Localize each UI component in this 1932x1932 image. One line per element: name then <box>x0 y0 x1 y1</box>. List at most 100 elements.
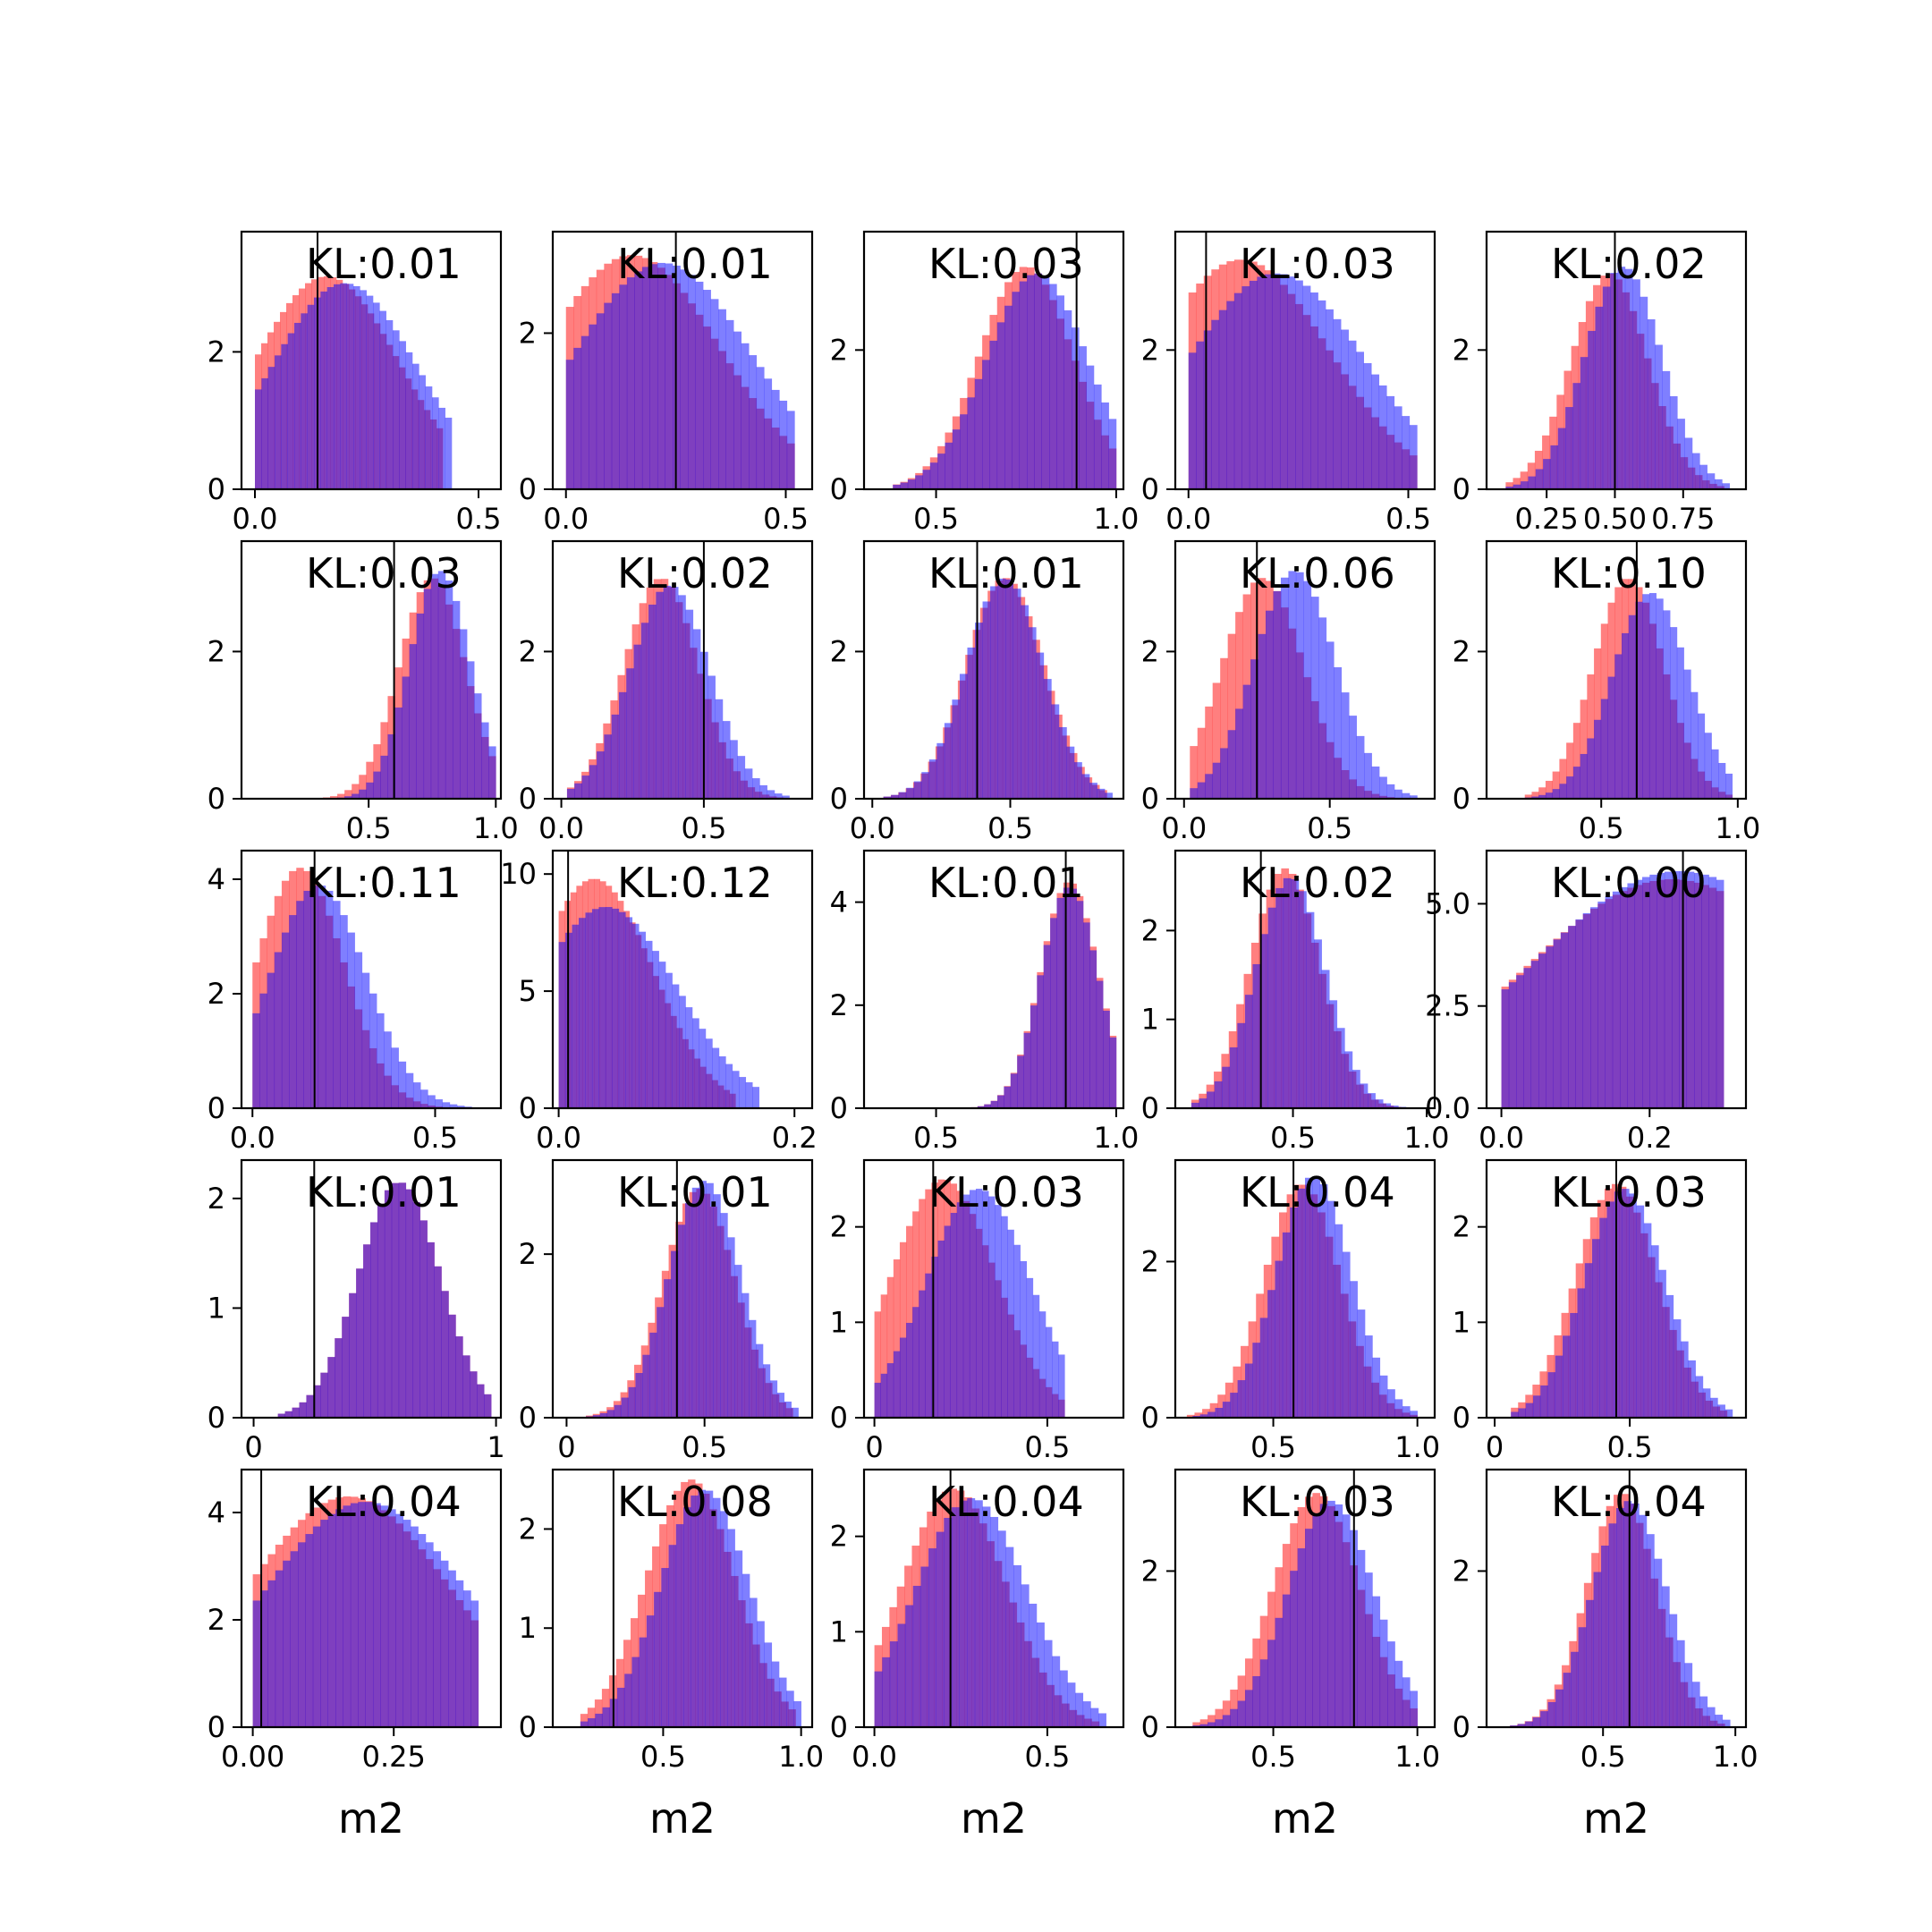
subplot-2-4: 0.0 0.5 0 2 KL:0.06 <box>1141 539 1436 845</box>
bar-series-b-19 <box>416 613 425 799</box>
axes-frame <box>862 539 1125 801</box>
bar-series-b-18 <box>712 1497 721 1727</box>
histogram-bars <box>277 1182 492 1418</box>
bar-series-b-8 <box>626 668 634 799</box>
bar-series-b-21 <box>734 1265 742 1418</box>
bar-series-b-28 <box>1097 788 1106 799</box>
bar-series-b-12 <box>1282 1232 1291 1418</box>
bar-series-b-22 <box>1360 1083 1368 1108</box>
bar-series-b-16 <box>1635 601 1643 799</box>
bar-series-b-9 <box>646 1615 655 1727</box>
bar-series-b-27 <box>1394 789 1402 799</box>
bar-series-b-25 <box>1083 922 1090 1108</box>
bar-series-b-19 <box>395 1513 404 1727</box>
bar-series-b-27 <box>1394 406 1402 489</box>
subplot-5-3: 0.0 0.5 0 1 2 KL:0.04 m2 <box>830 1468 1125 1843</box>
bar-series-b-9 <box>952 699 961 799</box>
bar-series-b-4 <box>1220 748 1228 799</box>
bar-series-b-10 <box>1575 919 1584 1108</box>
y-tick-label: 2 <box>830 634 848 668</box>
bar-series-b-21 <box>411 1526 419 1727</box>
bar-series-b-8 <box>1252 963 1261 1108</box>
histogram-bars <box>1190 571 1418 799</box>
bar-series-b-25 <box>440 1560 449 1727</box>
histogram-bars <box>874 1179 1065 1418</box>
bar-series-b-9 <box>318 886 326 1108</box>
bar-series-b-3 <box>602 1707 611 1727</box>
bar-series-b-16 <box>391 1182 400 1418</box>
bar-series-b-4 <box>1535 469 1544 489</box>
bar-series-b-8 <box>307 304 315 489</box>
bar-series-b-27 <box>1082 1701 1091 1727</box>
bar-series-b-9 <box>320 1520 328 1727</box>
bar-series-b-16 <box>1312 1176 1321 1418</box>
bar-series-b-20 <box>386 319 394 489</box>
histogram-bars <box>255 275 453 489</box>
bar-series-b-6 <box>1237 1022 1246 1108</box>
bar-series-b-29 <box>1098 1713 1106 1727</box>
bar-series-b-15 <box>384 1190 393 1418</box>
bar-series-b-27 <box>767 790 775 799</box>
bar-series-b-12 <box>671 1250 679 1418</box>
y-tick-label: 0 <box>208 1710 225 1744</box>
bar-series-b-26 <box>769 1380 778 1418</box>
bar-series-b-23 <box>1677 419 1685 489</box>
bar-series-b-12 <box>997 1095 1004 1108</box>
bar-series-a-1 <box>1513 478 1521 489</box>
bar-series-b-19 <box>710 299 719 489</box>
bar-series-b-27 <box>1096 980 1104 1108</box>
bar-series-b-28 <box>438 407 445 489</box>
bar-series-b-20 <box>1344 1051 1353 1108</box>
bar-series-b-1 <box>880 1373 888 1418</box>
bar-series-b-18 <box>1027 275 1035 489</box>
bar-series-b-13 <box>370 1222 378 1418</box>
bar-series-b-10 <box>1267 1290 1275 1418</box>
y-tick-label: 1 <box>208 1291 225 1325</box>
bar-series-a-0 <box>1186 1414 1195 1418</box>
x-tick-label: 0.75 <box>1651 502 1715 536</box>
bar-series-b-14 <box>1608 1523 1617 1727</box>
y-tick-label: 0 <box>1141 782 1159 816</box>
bar-series-b-20 <box>1001 1216 1008 1418</box>
y-tick-label: 0 <box>1141 1710 1159 1744</box>
bar-series-b-25 <box>460 629 468 799</box>
y-tick-label: 0 <box>519 1710 537 1744</box>
x-tick-label: 0.5 <box>682 1430 727 1464</box>
bar-series-b-6 <box>1546 946 1554 1108</box>
bar-series-b-4 <box>1532 1717 1541 1727</box>
y-tick-label: 2 <box>830 1210 848 1244</box>
bar-series-b-5 <box>1230 1393 1238 1418</box>
bar-series-b-28 <box>1708 877 1717 1108</box>
bar-series-b-16 <box>1005 579 1013 799</box>
bar-series-b-17 <box>377 1013 385 1108</box>
bar-series-b-2 <box>292 1407 300 1418</box>
bar-series-b-7 <box>619 284 628 489</box>
axes-frame <box>862 849 1125 1110</box>
bar-series-b-12 <box>1280 577 1289 799</box>
subplot-4-3: 0 0.5 0 1 2 KL:0.03 <box>830 1158 1125 1464</box>
bar-series-b-24 <box>433 1551 442 1727</box>
bar-series-b-23 <box>1364 752 1372 799</box>
bar-series-b-23 <box>737 756 746 799</box>
bar-series-b-11 <box>1582 912 1591 1108</box>
bar-series-b-13 <box>1288 571 1297 799</box>
bar-series-b-29 <box>1410 1690 1418 1727</box>
bar-series-b-9 <box>634 271 643 489</box>
bar-series-b-28 <box>774 793 783 799</box>
bar-series-b-12 <box>366 782 374 799</box>
bar-series-a-11 <box>359 775 367 799</box>
bar-series-b-6 <box>320 1372 328 1418</box>
y-tick-label: 0 <box>208 1401 225 1435</box>
bar-series-b-21 <box>1350 1281 1358 1418</box>
x-tick-label: 0.0 <box>1479 1121 1524 1155</box>
bar-series-b-21 <box>1661 1586 1670 1727</box>
subplot-3-3: 0.5 1.0 0 2 4 KL:0.01 <box>830 849 1139 1155</box>
bar-series-b-26 <box>1699 464 1707 489</box>
y-tick-label: 0 <box>1453 1401 1470 1435</box>
bar-series-b-27 <box>1093 384 1102 489</box>
bar-series-b-14 <box>1605 896 1614 1108</box>
histogram-bars <box>558 878 759 1108</box>
bar-series-b-6 <box>1237 1380 1246 1418</box>
bar-series-b-3 <box>1212 762 1221 799</box>
bar-series-b-5 <box>921 772 930 799</box>
